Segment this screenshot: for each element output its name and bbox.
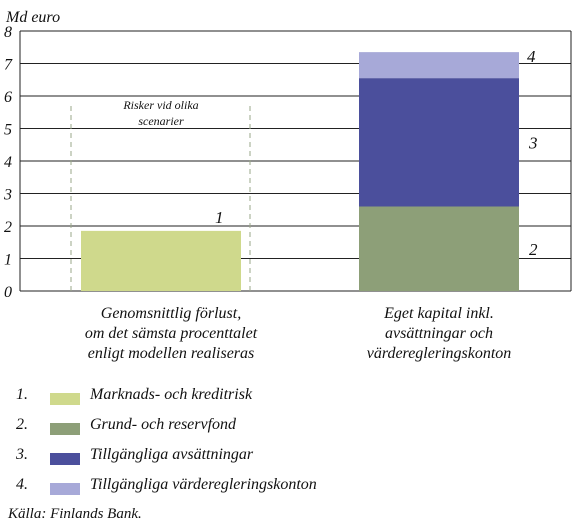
legend-label: Tillgängliga värderegleringskonton (90, 476, 317, 493)
y-tick-label: 5 (4, 122, 12, 139)
category-label-line: avsättningar och (385, 325, 493, 342)
bar-segment-4 (359, 52, 519, 79)
segment-number-label: 3 (528, 133, 538, 152)
y-tick-label: 0 (4, 284, 12, 301)
legend-label: Tillgängliga avsättningar (90, 446, 254, 463)
segment-number-label: 2 (529, 240, 538, 259)
segment-number-label: 1 (215, 208, 224, 227)
source-note: Källa: Finlands Bank. (8, 506, 142, 522)
y-tick-label: 7 (4, 57, 13, 74)
legend-label: Marknads- och kreditrisk (90, 386, 253, 403)
legend-number: 2. (16, 416, 28, 433)
bar-segment-2 (359, 206, 519, 291)
category-label-line: Genomsnittlig förlust, (101, 305, 241, 322)
y-tick-label: 3 (3, 187, 12, 204)
y-axis-label: Md euro (5, 9, 60, 26)
legend-swatch-base-reserve-fund (50, 423, 80, 435)
bar-segment-1 (81, 230, 241, 291)
y-tick-label: 4 (4, 154, 12, 171)
y-tick-label: 2 (4, 219, 12, 236)
category-label-line: värderegleringskonton (367, 345, 512, 362)
legend-number: 4. (16, 476, 28, 493)
segment-number-label: 4 (527, 47, 536, 66)
y-tick-label: 1 (4, 252, 12, 269)
legend-swatch-valuation-accounts (50, 483, 80, 495)
category-label-line: enligt modellen realiseras (88, 345, 255, 362)
y-tick-label: 8 (4, 24, 12, 41)
legend-swatch-provisions (50, 453, 80, 465)
scenario-annotation-line1: Risker vid olika (122, 98, 198, 112)
scenario-annotation-line2: scenarier (138, 114, 184, 128)
legend-number: 1. (16, 386, 28, 403)
legend-swatch-market-credit-risk (50, 393, 80, 405)
legend-number: 3. (16, 446, 28, 463)
category-label-line: Eget kapital inkl. (383, 305, 494, 322)
legend-label: Grund- och reservfond (90, 416, 237, 433)
category-label-line: om det sämsta procenttalet (85, 325, 258, 342)
y-tick-label: 6 (4, 89, 12, 106)
bar-segment-3 (359, 78, 519, 207)
